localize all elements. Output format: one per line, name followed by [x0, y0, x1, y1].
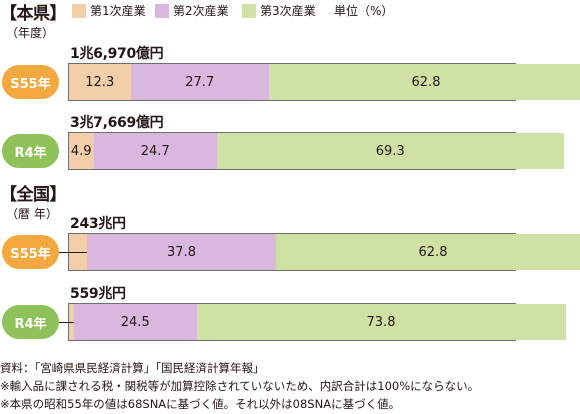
stacked-bar: 12.3 27.7 62.8 — [68, 63, 580, 101]
section-title-prefecture: 【本県】 — [0, 4, 67, 24]
year-pill: S55年 — [2, 65, 59, 99]
data-label: 12.3 — [85, 74, 115, 90]
row-total-label: 1兆6,970億円 — [70, 46, 164, 62]
stacked-bar: 3.6 37.8 62.8 — [59, 233, 580, 271]
data-label: 24.7 — [140, 143, 170, 159]
data-label: 4.9 — [70, 143, 92, 159]
data-label: 62.8 — [411, 74, 441, 90]
year-pill: S55年 — [2, 235, 59, 269]
section-title-national: 【全国】 — [0, 185, 67, 205]
year-pill: R4年 — [2, 134, 59, 168]
bar-segment-secondary: 24.7 — [93, 133, 217, 169]
bar-segment-secondary: 24.5 — [74, 304, 197, 340]
stacked-bar: 1.024.573.8 — [59, 303, 566, 341]
legend-swatch-secondary — [155, 4, 169, 18]
footnote-2: ※本県の昭和55年の値は68SNAに基づく値。それ以外は08SNAに基づく値。 — [0, 397, 401, 411]
row-total-label: 559兆円 — [70, 286, 126, 302]
stacked-bar: 4.9 24.7 69.3 — [68, 132, 564, 170]
data-label: 73.8 — [366, 314, 396, 330]
bar-segment-tertiary: 62.8 — [276, 234, 580, 270]
data-label: 37.8 — [167, 244, 196, 260]
bar-segment-primary: 4.9 — [69, 133, 94, 169]
row-total-label: 243兆円 — [70, 216, 126, 232]
legend-label-secondary: 第2次産業 — [173, 4, 229, 18]
bar-segment-tertiary: 69.3 — [217, 133, 564, 169]
row-total-label: 3兆7,669億円 — [70, 115, 164, 131]
leader-line — [59, 252, 91, 253]
data-label: 62.8 — [418, 244, 448, 260]
legend-swatch-primary — [72, 4, 86, 18]
unit-label: 単位（%） — [334, 4, 394, 18]
section-sub-prefecture: （年度） — [6, 26, 55, 40]
year-pill: R4年 — [2, 305, 59, 339]
legend-swatch-tertiary — [242, 4, 256, 18]
leader-line — [59, 322, 78, 323]
bar-segment-secondary: 27.7 — [130, 64, 269, 100]
legend-label-tertiary: 第3次産業 — [260, 4, 316, 18]
bar-segment-tertiary: 62.8 — [269, 64, 580, 100]
bar-segment-primary: 12.3 — [69, 64, 131, 100]
bar-segment-primary: 3.6 — [59, 234, 114, 270]
footnote-1: ※輸入品に課される税・関税等が加算控除されていないため、内訳合計は100%になら… — [0, 379, 480, 393]
bar-segment-tertiary: 73.8 — [196, 304, 566, 340]
legend-label-primary: 第1次産業 — [90, 4, 146, 18]
bar-segment-secondary: 37.8 — [87, 234, 276, 270]
data-label: 69.3 — [375, 143, 405, 159]
data-label: 24.5 — [120, 314, 150, 330]
data-label: 27.7 — [185, 74, 215, 90]
section-sub-national: （暦 年） — [6, 207, 58, 221]
source-note: 資料：「宮崎県県民経済計算」「国民経済計算年報」 — [0, 361, 265, 375]
